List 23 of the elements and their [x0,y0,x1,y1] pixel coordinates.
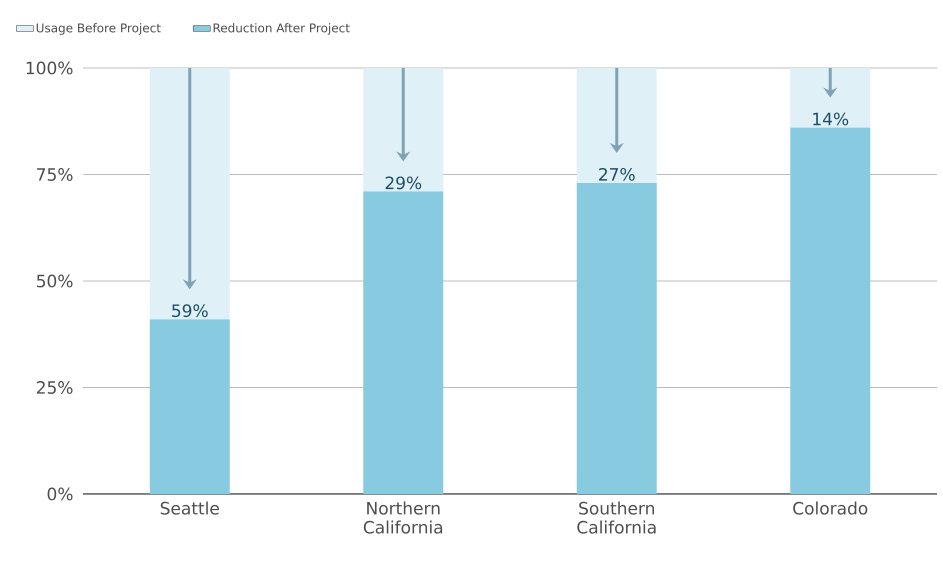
y-tick-label: 75% [37,168,73,181]
legend-label: Reduction After Project [214,23,350,35]
bar [363,68,444,192]
bar [576,183,657,494]
y-tick-label: 50% [37,274,73,288]
x-tick-label: Seattle [160,502,219,515]
bar [790,68,870,128]
y-tick-label: 100% [26,62,73,74]
data-label: 14% [813,112,848,126]
bar [790,128,870,494]
bar [576,68,657,184]
x-tick-label: Northern California [364,502,442,534]
bar [150,68,230,320]
x-tick-label: Colorado [793,502,868,515]
y-tick-label: 25% [36,381,73,394]
data-label: 29% [386,176,422,190]
bar [363,192,444,494]
x-tick-label: Southern California [577,502,656,534]
data-label: 27% [599,168,635,181]
y-tick-label: 0% [48,488,73,500]
data-label: 59% [172,304,208,318]
legend-label: Usage Before Project [36,23,161,35]
bar [150,319,230,494]
